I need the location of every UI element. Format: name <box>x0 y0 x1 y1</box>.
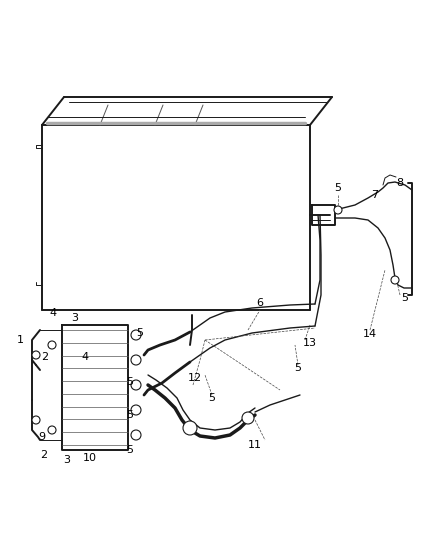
Circle shape <box>131 330 141 340</box>
Text: 5: 5 <box>294 363 301 373</box>
Text: 6: 6 <box>257 298 264 308</box>
Text: 5: 5 <box>127 377 134 387</box>
Circle shape <box>334 206 342 214</box>
Text: 12: 12 <box>188 373 202 383</box>
Text: 5: 5 <box>137 328 144 338</box>
Circle shape <box>183 421 197 435</box>
Text: 2: 2 <box>40 450 48 460</box>
Circle shape <box>391 276 399 284</box>
Text: 5: 5 <box>402 293 409 303</box>
Text: 5: 5 <box>335 183 342 193</box>
Text: 4: 4 <box>81 352 88 362</box>
Circle shape <box>131 355 141 365</box>
Text: 14: 14 <box>363 329 377 339</box>
Text: 2: 2 <box>42 352 49 362</box>
Circle shape <box>242 412 254 424</box>
Text: 1: 1 <box>17 335 24 345</box>
Circle shape <box>131 405 141 415</box>
Text: 7: 7 <box>371 190 378 200</box>
Text: 5: 5 <box>127 410 134 420</box>
Circle shape <box>131 380 141 390</box>
Text: 9: 9 <box>39 432 46 442</box>
Circle shape <box>131 430 141 440</box>
Text: 11: 11 <box>248 440 262 450</box>
Circle shape <box>32 416 40 424</box>
Text: 3: 3 <box>64 455 71 465</box>
Text: 4: 4 <box>49 308 57 318</box>
Circle shape <box>48 426 56 434</box>
Circle shape <box>48 341 56 349</box>
Text: 3: 3 <box>71 313 78 323</box>
Circle shape <box>32 351 40 359</box>
Text: 8: 8 <box>396 178 403 188</box>
Text: 10: 10 <box>83 453 97 463</box>
Text: 5: 5 <box>208 393 215 403</box>
Text: 5: 5 <box>127 445 134 455</box>
Text: 13: 13 <box>303 338 317 348</box>
